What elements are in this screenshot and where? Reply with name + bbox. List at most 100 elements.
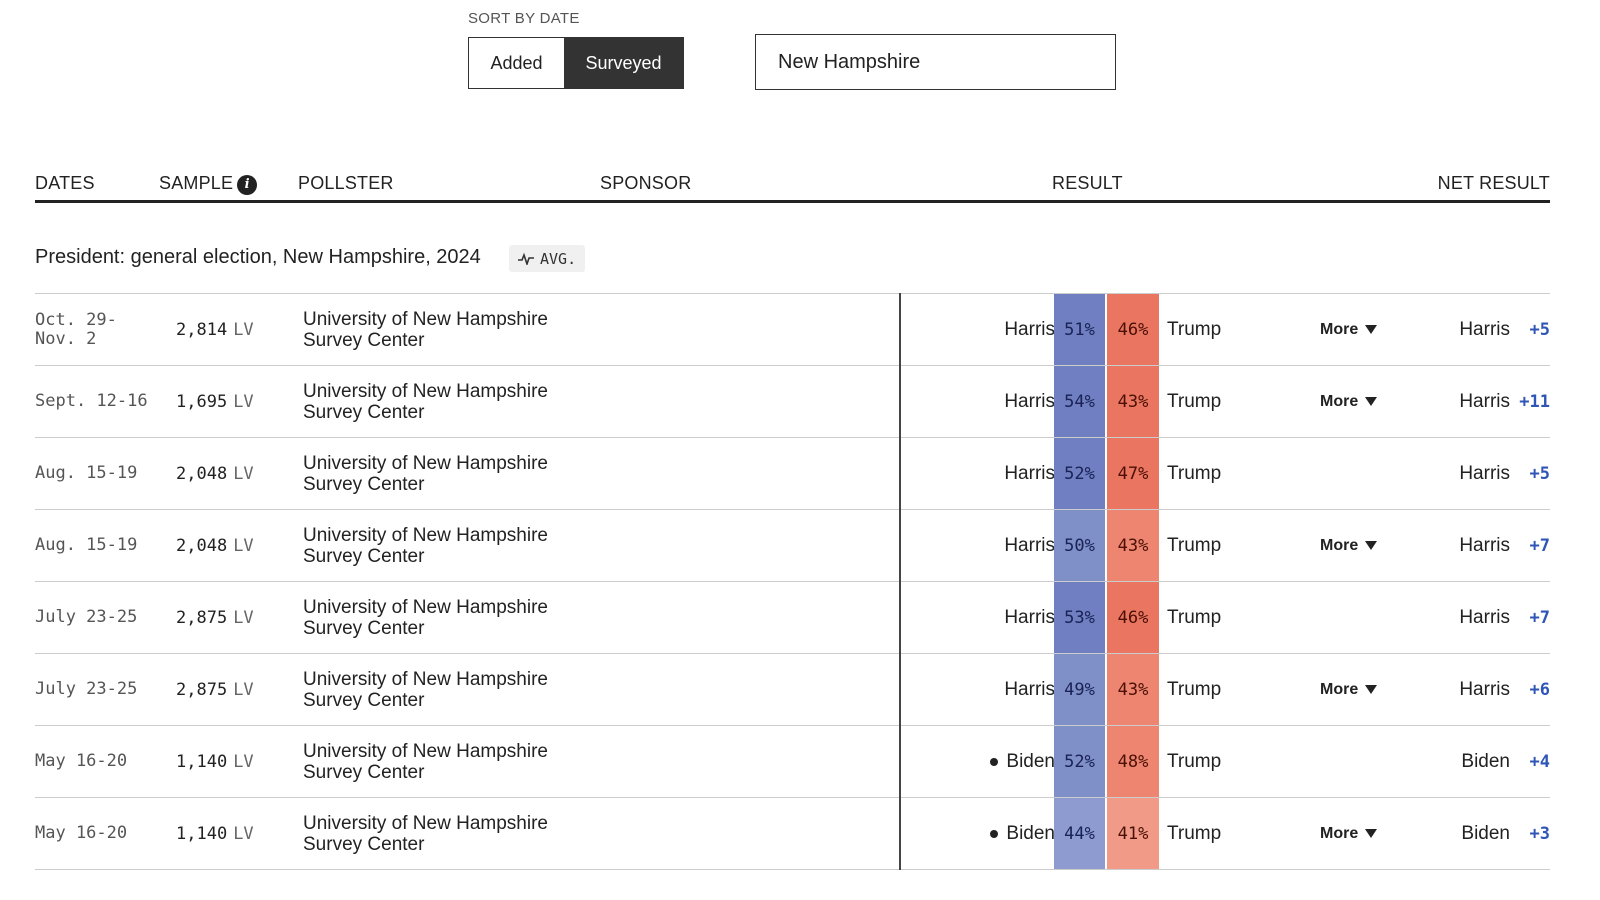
sample-size: 2,875 xyxy=(176,679,228,700)
poll-row: Aug. 15-19 2,048 LV University of New Ha… xyxy=(35,437,1550,510)
dem-candidate: Harris xyxy=(1004,438,1055,509)
column-header-result[interactable]: RESULT xyxy=(1052,173,1123,193)
sort-added-button[interactable]: Added xyxy=(469,38,564,88)
dem-candidate: Harris xyxy=(1004,294,1055,365)
poll-sample: 1,695 LV xyxy=(176,366,254,437)
rep-candidate-name: Trump xyxy=(1167,534,1222,556)
column-header-sponsor[interactable]: SPONSOR xyxy=(600,173,692,193)
poll-dates: July 23-25 xyxy=(35,679,138,699)
column-header-dates[interactable]: DATES xyxy=(35,173,95,193)
column-header-pollster[interactable]: POLLSTER xyxy=(298,173,394,193)
poll-row: July 23-25 2,875 LV University of New Ha… xyxy=(35,581,1550,654)
poll-row: Oct. 29- Nov. 2 2,814 LV University of N… xyxy=(35,293,1550,366)
poll-row: Aug. 15-19 2,048 LV University of New Ha… xyxy=(35,509,1550,582)
rep-candidate-name: Trump xyxy=(1167,822,1222,844)
pollster-name[interactable]: University of New Hampshire Survey Cente… xyxy=(303,380,548,423)
result-divider xyxy=(899,365,901,438)
more-button[interactable]: More xyxy=(1320,654,1378,725)
more-button[interactable]: More xyxy=(1320,294,1378,365)
dem-percentage: 50% xyxy=(1054,510,1105,581)
sample-population: LV xyxy=(233,823,254,844)
race-title: President: general election, New Hampshi… xyxy=(35,246,481,268)
net-leader: Biden xyxy=(1461,822,1510,844)
more-button[interactable]: More xyxy=(1320,510,1378,581)
sample-population: LV xyxy=(233,607,254,628)
dem-percentage: 49% xyxy=(1054,654,1105,725)
pollster-name[interactable]: University of New Hampshire Survey Cente… xyxy=(303,740,548,783)
rep-percentage: 43% xyxy=(1107,510,1159,581)
rep-candidate-name: Trump xyxy=(1167,462,1222,484)
sample-population: LV xyxy=(233,751,254,772)
net-leader: Harris xyxy=(1459,678,1510,700)
sample-population: LV xyxy=(233,535,254,556)
sample-size: 2,814 xyxy=(176,319,228,340)
result-divider xyxy=(899,725,901,798)
triangle-down-icon xyxy=(1365,685,1378,694)
result-divider xyxy=(899,581,901,654)
dem-candidate: Harris xyxy=(1004,654,1055,725)
column-header-sample[interactable]: SAMPLE i xyxy=(159,173,258,195)
triangle-down-icon xyxy=(1365,397,1378,406)
pollster-name[interactable]: University of New Hampshire Survey Cente… xyxy=(303,596,548,639)
net-margin: +11 xyxy=(1519,391,1550,412)
dem-candidate: Biden xyxy=(990,726,1055,797)
sample-population: LV xyxy=(233,463,254,484)
more-button[interactable]: More xyxy=(1320,366,1378,437)
net-margin: +5 xyxy=(1529,319,1550,340)
poll-sample: 2,048 LV xyxy=(176,438,254,509)
poll-row: May 16-20 1,140 LV University of New Ham… xyxy=(35,725,1550,798)
dem-percentage: 52% xyxy=(1054,726,1105,797)
polling-average-badge[interactable]: AVG. xyxy=(509,245,586,272)
result-divider xyxy=(899,509,901,582)
sample-size: 1,140 xyxy=(176,823,228,844)
column-header-sample-label: SAMPLE xyxy=(159,173,234,193)
net-margin: +5 xyxy=(1529,463,1550,484)
state-search-input[interactable] xyxy=(755,34,1116,90)
poll-row: Sept. 12-16 1,695 LV University of New H… xyxy=(35,365,1550,438)
pollster-name[interactable]: University of New Hampshire Survey Cente… xyxy=(303,308,548,351)
poll-row: July 23-25 2,875 LV University of New Ha… xyxy=(35,653,1550,726)
poll-dates: Aug. 15-19 xyxy=(35,463,138,483)
net-margin: +6 xyxy=(1529,679,1550,700)
pollster-name[interactable]: University of New Hampshire Survey Cente… xyxy=(303,524,548,567)
poll-sample: 1,140 LV xyxy=(176,798,254,869)
column-header-net-result[interactable]: NET RESULT xyxy=(1437,173,1550,193)
more-label: More xyxy=(1320,680,1359,698)
pollster-name[interactable]: University of New Hampshire Survey Cente… xyxy=(303,668,548,711)
dem-candidate: Biden xyxy=(990,798,1055,869)
rep-percentage: 47% xyxy=(1107,438,1159,509)
sample-population: LV xyxy=(233,679,254,700)
sample-size: 2,048 xyxy=(176,463,228,484)
dem-candidate-name: Harris xyxy=(1004,318,1055,340)
incumbent-dot-icon xyxy=(990,829,999,838)
net-leader: Harris xyxy=(1459,534,1510,556)
more-label: More xyxy=(1320,824,1359,842)
net-margin: +4 xyxy=(1529,751,1550,772)
result-divider xyxy=(899,293,901,366)
net-leader: Biden xyxy=(1461,750,1510,772)
sort-surveyed-button[interactable]: Surveyed xyxy=(564,38,683,88)
dem-percentage: 53% xyxy=(1054,582,1105,653)
sort-by-date-label: SORT BY DATE xyxy=(468,10,580,27)
dem-candidate-name: Harris xyxy=(1004,390,1055,412)
rep-percentage: 48% xyxy=(1107,726,1159,797)
incumbent-dot-icon xyxy=(990,757,999,766)
rep-percentage: 41% xyxy=(1107,798,1159,869)
rep-percentage: 46% xyxy=(1107,582,1159,653)
net-leader: Harris xyxy=(1459,462,1510,484)
pollster-name[interactable]: University of New Hampshire Survey Cente… xyxy=(303,812,548,855)
poll-row: May 16-20 1,140 LV University of New Ham… xyxy=(35,797,1550,870)
more-button[interactable]: More xyxy=(1320,798,1378,869)
poll-dates: Aug. 15-19 xyxy=(35,535,138,555)
sort-toggle: Added Surveyed xyxy=(468,37,684,89)
more-label: More xyxy=(1320,320,1359,338)
pollster-name[interactable]: University of New Hampshire Survey Cente… xyxy=(303,452,548,495)
dem-percentage: 54% xyxy=(1054,366,1105,437)
info-icon[interactable]: i xyxy=(237,174,258,195)
dem-candidate: Harris xyxy=(1004,582,1055,653)
dem-percentage: 44% xyxy=(1054,798,1105,869)
poll-dates: Oct. 29- Nov. 2 xyxy=(35,309,117,349)
dem-candidate-name: Biden xyxy=(1006,822,1055,844)
dem-candidate: Harris xyxy=(1004,366,1055,437)
rep-candidate-name: Trump xyxy=(1167,678,1222,700)
